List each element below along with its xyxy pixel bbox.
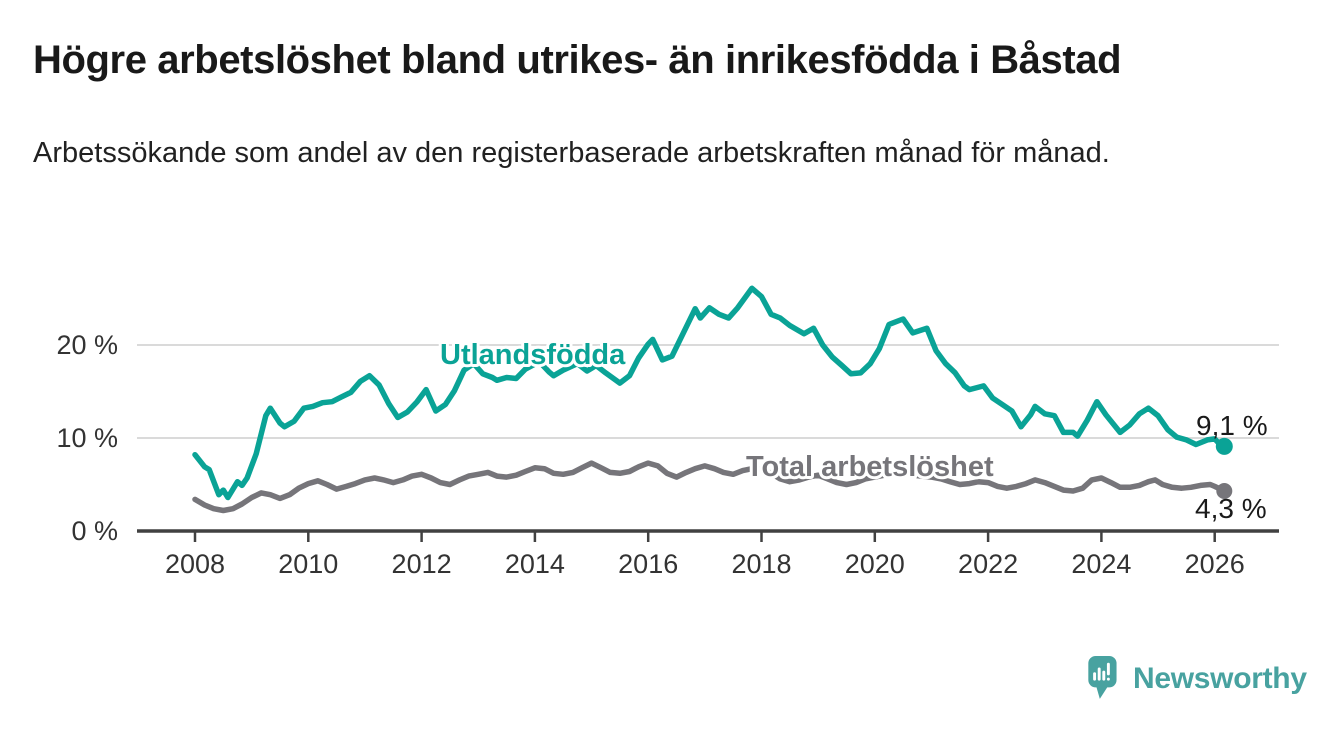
newsworthy-logo-icon bbox=[1088, 656, 1117, 699]
newsworthy-wordmark: Newsworthy bbox=[1133, 662, 1307, 695]
x-tick-label-2026: 2026 bbox=[1185, 549, 1245, 579]
x-tick-label-2022: 2022 bbox=[958, 549, 1018, 579]
series-line-utlandsf-dda bbox=[192, 285, 1228, 501]
y-tick-label-0pct: 0 % bbox=[71, 516, 118, 546]
x-tick-label-2024: 2024 bbox=[1071, 549, 1131, 579]
chart-subtitle: Arbetssökande som andel av den registerb… bbox=[33, 137, 1110, 169]
x-tick-label-2010: 2010 bbox=[278, 549, 338, 579]
end-value-label-total-arbetsl-shet: 4,3 % bbox=[1195, 493, 1267, 524]
x-tick-label-2008: 2008 bbox=[165, 549, 225, 579]
x-tick-label-2012: 2012 bbox=[392, 549, 452, 579]
series-line-total-arbetsl-shet bbox=[192, 460, 1228, 514]
page-title: Högre arbetslöshet bland utrikes- än inr… bbox=[33, 38, 1122, 82]
y-tick-label-10pct: 10 % bbox=[56, 423, 118, 453]
newsworthy-branding: Newsworthy bbox=[1088, 656, 1307, 702]
x-tick-label-2020: 2020 bbox=[845, 549, 905, 579]
y-tick-label-20pct: 20 % bbox=[56, 330, 118, 360]
x-tick-label-2014: 2014 bbox=[505, 549, 565, 579]
series-end-dot-utlandsf-dda bbox=[1215, 437, 1233, 455]
x-tick-label-2016: 2016 bbox=[618, 549, 678, 579]
series-end-dot-total-arbetsl-shet bbox=[1216, 483, 1233, 499]
x-tick-label-2018: 2018 bbox=[731, 549, 791, 579]
end-value-label-utlandsf-dda: 9,1 % bbox=[1196, 410, 1268, 441]
series-label-total-arbetsl-shet: Total arbetslöshet bbox=[746, 451, 994, 483]
series-label-utlandsf-dda: Utlandsfödda bbox=[440, 339, 626, 371]
